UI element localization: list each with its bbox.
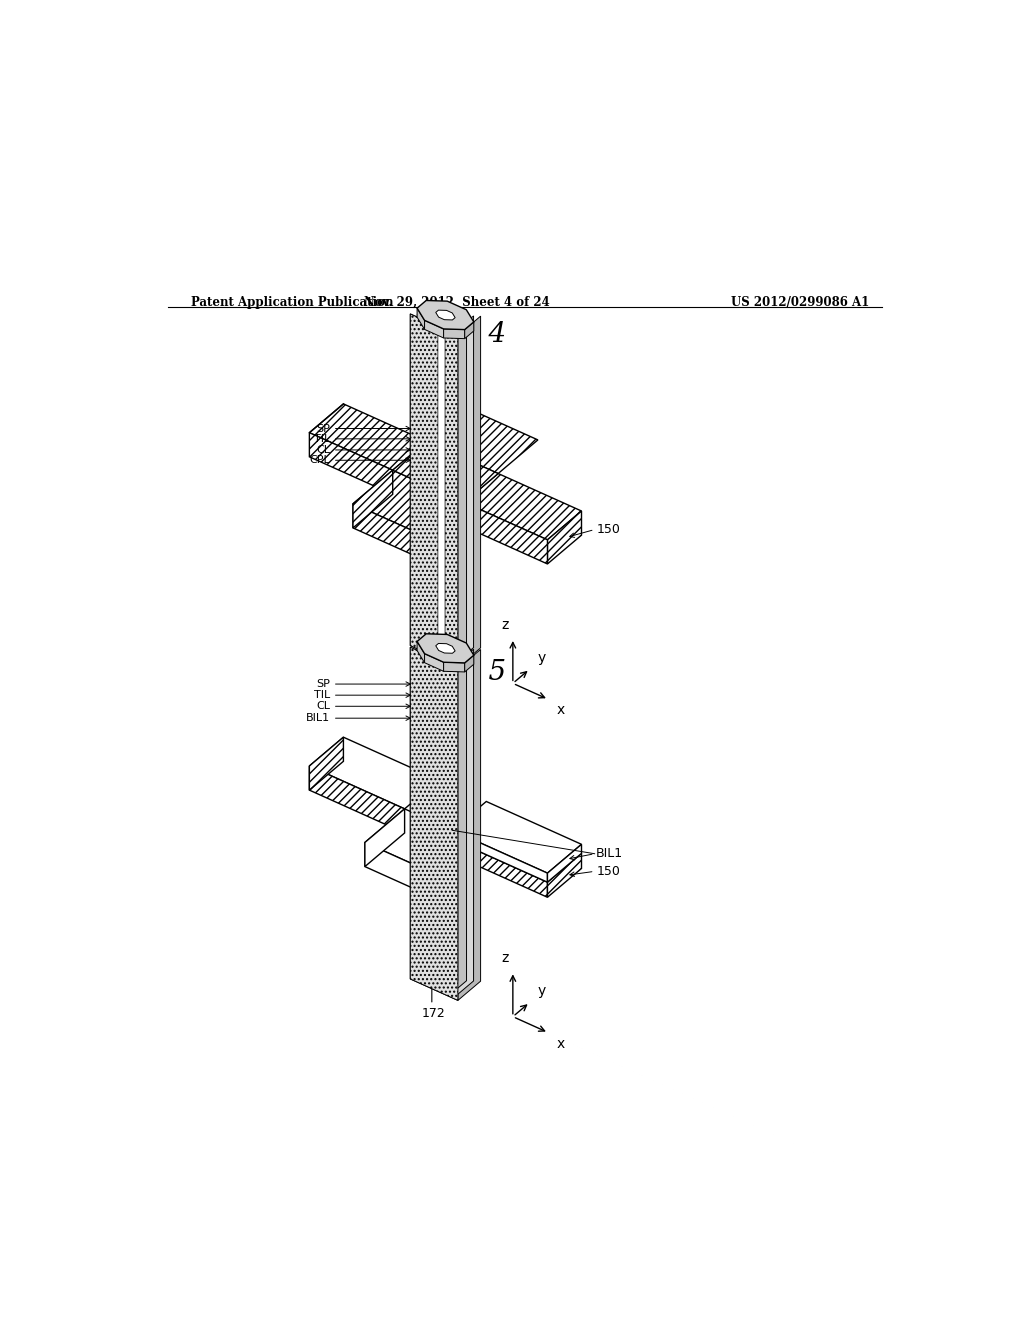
Polygon shape xyxy=(424,314,453,659)
Polygon shape xyxy=(309,737,343,791)
Polygon shape xyxy=(548,853,582,898)
Polygon shape xyxy=(548,845,582,882)
Polygon shape xyxy=(411,314,458,667)
Polygon shape xyxy=(456,315,473,663)
Polygon shape xyxy=(353,470,464,536)
Text: BIL1: BIL1 xyxy=(306,713,331,723)
Polygon shape xyxy=(353,504,424,560)
Polygon shape xyxy=(458,317,480,667)
Polygon shape xyxy=(417,301,474,330)
Text: Nov. 29, 2012  Sheet 4 of 24: Nov. 29, 2012 Sheet 4 of 24 xyxy=(365,296,550,309)
Polygon shape xyxy=(450,648,458,987)
Polygon shape xyxy=(464,503,548,564)
Polygon shape xyxy=(548,511,582,564)
Text: 172: 172 xyxy=(422,673,445,686)
Polygon shape xyxy=(365,842,413,888)
Text: CL: CL xyxy=(316,445,331,455)
Polygon shape xyxy=(427,408,538,474)
Polygon shape xyxy=(465,322,474,339)
Polygon shape xyxy=(433,648,450,987)
Polygon shape xyxy=(365,809,453,863)
Text: SP: SP xyxy=(316,424,331,433)
Polygon shape xyxy=(417,634,474,663)
Polygon shape xyxy=(464,474,582,540)
Polygon shape xyxy=(425,653,443,672)
Polygon shape xyxy=(436,643,455,653)
Text: 150: 150 xyxy=(596,865,621,878)
Polygon shape xyxy=(418,647,456,997)
Text: TIL: TIL xyxy=(314,690,331,700)
Text: TIL: TIL xyxy=(314,434,331,444)
Polygon shape xyxy=(465,655,474,672)
Polygon shape xyxy=(453,801,582,873)
Text: x: x xyxy=(556,704,565,717)
Polygon shape xyxy=(424,648,453,993)
Polygon shape xyxy=(309,404,427,470)
Polygon shape xyxy=(411,314,458,667)
Text: 150: 150 xyxy=(596,523,621,536)
Polygon shape xyxy=(309,433,393,494)
Polygon shape xyxy=(443,329,465,339)
Polygon shape xyxy=(425,321,443,338)
Polygon shape xyxy=(411,647,458,1001)
Polygon shape xyxy=(417,642,425,663)
Polygon shape xyxy=(450,315,458,653)
Polygon shape xyxy=(458,649,480,1001)
Polygon shape xyxy=(393,441,498,503)
Polygon shape xyxy=(453,315,467,659)
Polygon shape xyxy=(411,647,458,1001)
Text: CL: CL xyxy=(316,701,331,711)
Polygon shape xyxy=(418,314,456,663)
Text: US 2012/0299086 A1: US 2012/0299086 A1 xyxy=(731,296,869,309)
Polygon shape xyxy=(438,317,445,652)
Text: CPL: CPL xyxy=(309,455,331,465)
Text: y: y xyxy=(538,985,546,998)
Text: Patent Application Publication: Patent Application Publication xyxy=(191,296,394,309)
Text: z: z xyxy=(502,952,509,965)
Polygon shape xyxy=(456,649,473,997)
Polygon shape xyxy=(453,810,582,882)
Polygon shape xyxy=(353,470,393,528)
Polygon shape xyxy=(453,649,467,993)
Polygon shape xyxy=(309,766,404,833)
Polygon shape xyxy=(436,310,455,319)
Text: BIL1: BIL1 xyxy=(596,847,624,861)
Text: SP: SP xyxy=(316,678,331,689)
Polygon shape xyxy=(365,809,404,867)
Polygon shape xyxy=(417,308,425,330)
Text: 172: 172 xyxy=(422,1007,445,1020)
Text: Fig.  4: Fig. 4 xyxy=(416,321,507,348)
Polygon shape xyxy=(453,830,548,882)
Text: y: y xyxy=(538,651,546,665)
Text: z: z xyxy=(502,618,509,632)
Text: Fig.  5: Fig. 5 xyxy=(416,659,507,685)
Polygon shape xyxy=(443,663,465,672)
Text: x: x xyxy=(556,1036,565,1051)
Polygon shape xyxy=(453,840,548,898)
Polygon shape xyxy=(433,314,450,653)
Polygon shape xyxy=(309,737,438,809)
